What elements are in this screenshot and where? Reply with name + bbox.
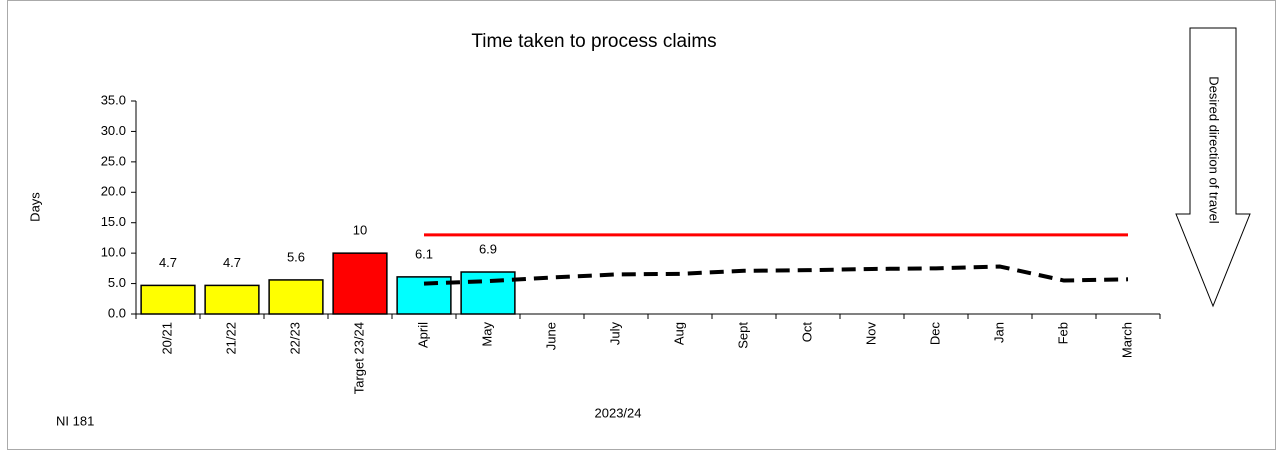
x-tick-label: June <box>543 322 558 350</box>
x-tick-label: Sept <box>735 322 750 349</box>
data-label: 10 <box>353 223 367 238</box>
y-axis-label: Days <box>27 192 42 222</box>
x-tick-label: Nov <box>863 322 878 346</box>
bar <box>460 271 516 315</box>
y-tick-label: 25.0 <box>101 153 126 168</box>
data-label: 4.7 <box>223 255 241 270</box>
arrow-annotation: Desired direction of travel <box>1207 76 1222 224</box>
y-tick-label: 35.0 <box>101 92 126 107</box>
x-tick-label: April <box>415 322 430 348</box>
data-label: 4.7 <box>159 255 177 270</box>
y-tick-label: 30.0 <box>101 123 126 138</box>
bar <box>140 284 196 315</box>
x-tick-label: March <box>1119 322 1134 358</box>
data-label: 6.9 <box>479 241 497 256</box>
x-tick-label: 21/22 <box>223 322 238 355</box>
y-tick-label: 15.0 <box>101 214 126 229</box>
y-tick-label: 10.0 <box>101 245 126 260</box>
bar <box>268 279 324 315</box>
y-tick-label: 5.0 <box>108 275 126 290</box>
x-axis-label: 2023/24 <box>595 405 642 420</box>
x-tick-label: Jan <box>991 322 1006 343</box>
data-label: 5.6 <box>287 249 305 264</box>
x-tick-label: Dec <box>927 322 942 346</box>
x-tick-label: Target 23/24 <box>351 322 366 394</box>
bar <box>332 252 388 315</box>
x-tick-label: 20/21 <box>159 322 174 355</box>
data-label: 6.1 <box>415 246 433 261</box>
footnote: NI 181 <box>56 413 94 428</box>
x-tick-label: Aug <box>671 322 686 345</box>
dashed-line <box>423 264 1129 286</box>
x-tick-label: 22/23 <box>287 322 302 355</box>
chart-title: Time taken to process claims <box>471 31 716 52</box>
x-tick-label: Oct <box>799 322 814 343</box>
y-tick-label: 0.0 <box>108 305 126 320</box>
y-tick-label: 20.0 <box>101 184 126 199</box>
x-tick-label: Feb <box>1055 322 1070 344</box>
bar <box>204 284 260 315</box>
direction-arrow <box>1175 27 1251 308</box>
x-tick-label: May <box>479 322 494 347</box>
x-tick-label: July <box>607 322 622 346</box>
chart-frame <box>7 0 1276 450</box>
